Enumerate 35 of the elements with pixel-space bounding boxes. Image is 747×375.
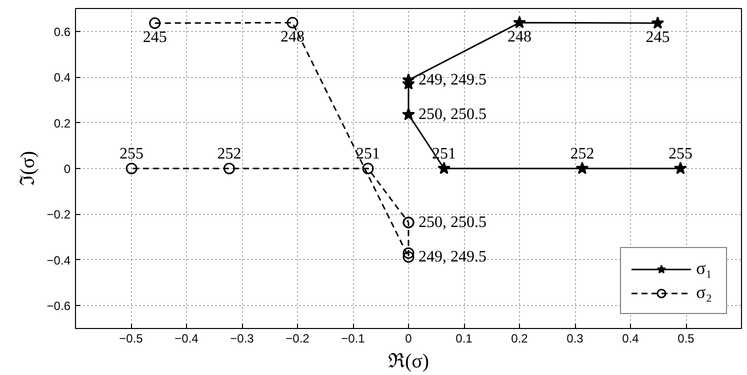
- y-axis-title: ℑ(σ): [16, 150, 39, 186]
- x-tick-label: 0: [405, 332, 412, 346]
- x-tick-label: 0.5: [678, 332, 695, 346]
- x-axis-title: ℜ(σ): [388, 350, 430, 372]
- x-tick-label: −0.5: [119, 332, 144, 346]
- x-tick-label: 0.4: [622, 332, 640, 346]
- y-tick-label: −0.6: [46, 299, 71, 314]
- annotation: 245: [646, 29, 670, 46]
- x-tick-label: 0.1: [456, 332, 473, 346]
- legend-label: σ₂: [696, 282, 713, 303]
- annotation: 252: [217, 146, 242, 162]
- annotation: 249, 249.5: [418, 248, 486, 266]
- annotation: 251: [356, 146, 380, 162]
- x-tick-label: 0.2: [511, 332, 528, 346]
- annotation: 248: [280, 28, 305, 46]
- y-tick-label: 0: [64, 162, 71, 176]
- annotation: 255: [668, 146, 692, 162]
- annotation: 248: [508, 28, 532, 46]
- x-tick-label: 0.3: [566, 332, 584, 346]
- annotation: 245: [142, 29, 167, 46]
- x-tick-label: −0.3: [230, 332, 254, 346]
- y-tick-label: −0.2: [46, 208, 71, 222]
- annotation: 250, 250.5: [418, 214, 486, 231]
- x-tick-label: −0.4: [174, 332, 199, 346]
- annotation: 250, 250.5: [418, 106, 486, 124]
- annotation: 255: [120, 146, 144, 162]
- y-tick-label: 0.2: [54, 116, 71, 130]
- x-tick-label: −0.2: [286, 332, 310, 346]
- annotation: 249, 249.5: [418, 72, 486, 89]
- y-tick-label: −0.4: [46, 253, 71, 268]
- legend-label: σ₁: [696, 258, 713, 279]
- y-tick-label: 0.4: [54, 70, 71, 85]
- x-tick-label: −0.1: [341, 332, 366, 346]
- y-tick-label: 0.6: [54, 24, 71, 39]
- annotation: 252: [570, 146, 594, 162]
